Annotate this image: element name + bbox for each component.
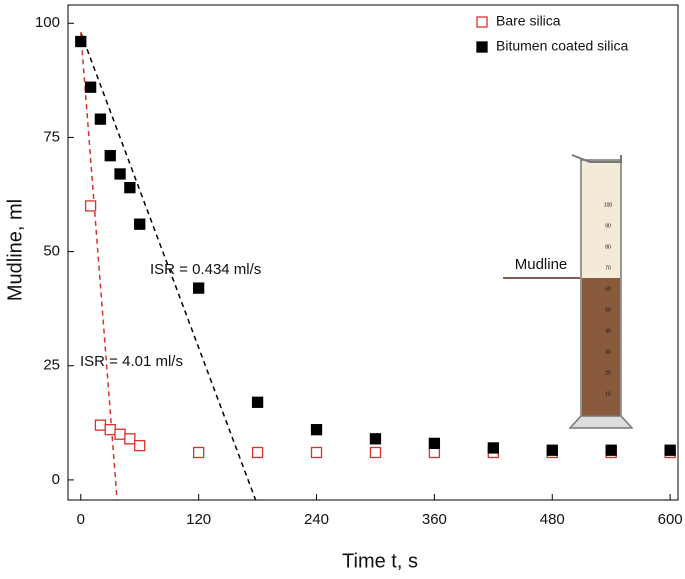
marker <box>428 437 441 450</box>
marker <box>84 81 97 93</box>
y-tick-label: 100 <box>35 14 60 31</box>
x-tick-label: 360 <box>422 511 447 528</box>
marker <box>114 168 126 180</box>
x-axis-label: Time t, s <box>342 550 418 572</box>
inset-scale-label: 20 <box>605 370 611 376</box>
inset-scale-label: 100 <box>604 202 613 208</box>
fit-annotation: ISR = 4.01 ml/s <box>80 353 183 370</box>
fit-annotation: ISR = 0.434 ml/s <box>150 261 261 278</box>
legend-marker <box>476 16 488 28</box>
inset-scale-label: 50 <box>605 307 611 313</box>
x-tick-label: 120 <box>186 511 211 528</box>
y-tick-label: 0 <box>52 471 60 488</box>
cylinder-lip <box>571 154 622 163</box>
marker <box>124 433 136 445</box>
marker <box>192 446 205 459</box>
marker <box>134 440 146 452</box>
legend-label: Bitumen coated silica <box>496 38 629 54</box>
inset-scale-label: 70 <box>605 265 611 271</box>
inset-scale-label: 40 <box>605 328 611 334</box>
marker <box>664 444 676 456</box>
marker <box>104 424 116 436</box>
plot-frame <box>67 4 679 501</box>
inset-scale-label: 80 <box>605 244 611 250</box>
marker <box>605 444 617 456</box>
marker <box>75 35 87 48</box>
marker <box>310 424 323 436</box>
marker <box>84 200 97 212</box>
marker <box>192 282 205 294</box>
marker <box>369 446 382 459</box>
marker <box>124 182 136 194</box>
sediment <box>582 278 620 418</box>
marker <box>251 396 264 408</box>
inset-scale-label: 60 <box>605 286 611 292</box>
legend-marker <box>476 41 488 53</box>
marker <box>546 444 558 456</box>
y-tick-label: 75 <box>43 128 60 145</box>
y-axis-label: Mudline, ml <box>4 199 26 301</box>
marker <box>94 113 107 125</box>
inset-scale-label: 90 <box>605 223 611 229</box>
marker <box>251 446 264 459</box>
marker <box>310 446 323 459</box>
marker <box>487 442 499 454</box>
fit-line <box>80 32 257 501</box>
y-tick-label: 25 <box>43 357 60 374</box>
inset-scale-label: 30 <box>605 349 611 355</box>
marker <box>134 218 146 230</box>
x-tick-label: 240 <box>304 511 329 528</box>
x-tick-label: 0 <box>77 511 85 528</box>
marker <box>369 433 382 445</box>
marker <box>104 150 116 162</box>
y-tick-label: 50 <box>43 243 60 260</box>
x-tick-label: 480 <box>540 511 565 528</box>
inset-scale-label: 10 <box>605 391 611 397</box>
marker <box>114 428 126 440</box>
cylinder-base <box>568 415 634 429</box>
x-tick-label: 600 <box>658 511 683 528</box>
legend-label: Bare silica <box>496 13 561 29</box>
marker <box>94 419 107 431</box>
fit-line <box>80 32 118 501</box>
inset-label: Mudline <box>515 256 568 273</box>
inset-cylinder: Mudline <box>503 154 634 429</box>
